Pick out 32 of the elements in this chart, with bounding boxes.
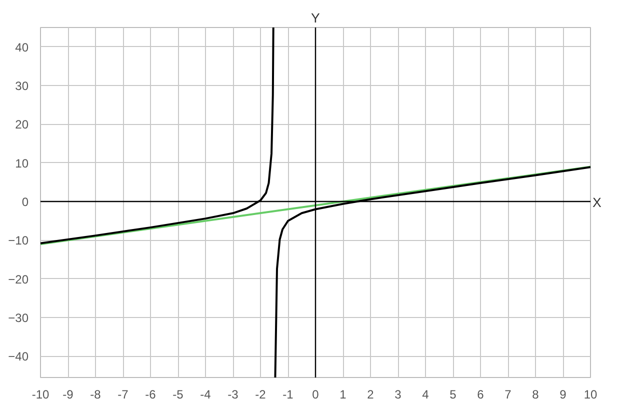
x-axis-title: X — [592, 195, 602, 210]
x-tick-label: 7 — [504, 388, 512, 401]
x-tick-label: 9 — [560, 388, 567, 401]
x-tick-label: 6 — [477, 388, 484, 401]
x-tick-label: -5 — [172, 388, 184, 401]
x-tick-label: -6 — [145, 388, 156, 401]
y-tick-label: −40 — [8, 350, 29, 364]
x-tick-label: 10 — [584, 388, 598, 401]
x-tick-label: -8 — [90, 388, 102, 401]
x-tick-label: 0 — [312, 388, 320, 401]
x-tick-label: -3 — [228, 388, 239, 401]
x-tick-label: 8 — [532, 388, 540, 401]
y-tick-label: −30 — [8, 311, 29, 326]
x-tick-label: 2 — [367, 388, 374, 401]
x-tick-label: -7 — [118, 388, 129, 401]
y-tick-label: −20 — [8, 272, 29, 286]
x-tick-label: -4 — [200, 388, 212, 401]
y-tick-label: 40 — [15, 40, 29, 54]
y-tick-label: 30 — [15, 79, 29, 94]
y-tick-label: −10 — [8, 234, 29, 248]
y-tick-label: 0 — [22, 195, 29, 210]
y-tick-label: 10 — [15, 156, 29, 170]
x-tick-label: -2 — [255, 388, 266, 401]
y-axis-title: Y — [311, 10, 320, 26]
x-tick-label: 1 — [340, 388, 347, 401]
x-tick-label: -10 — [32, 388, 50, 401]
x-tick-label: -9 — [62, 388, 74, 401]
y-tick-label: 20 — [15, 118, 29, 132]
x-tick-label: -1 — [282, 388, 294, 401]
x-tick-label: 3 — [394, 388, 402, 401]
x-tick-label: 4 — [422, 388, 430, 401]
x-tick-label: 5 — [450, 388, 457, 401]
